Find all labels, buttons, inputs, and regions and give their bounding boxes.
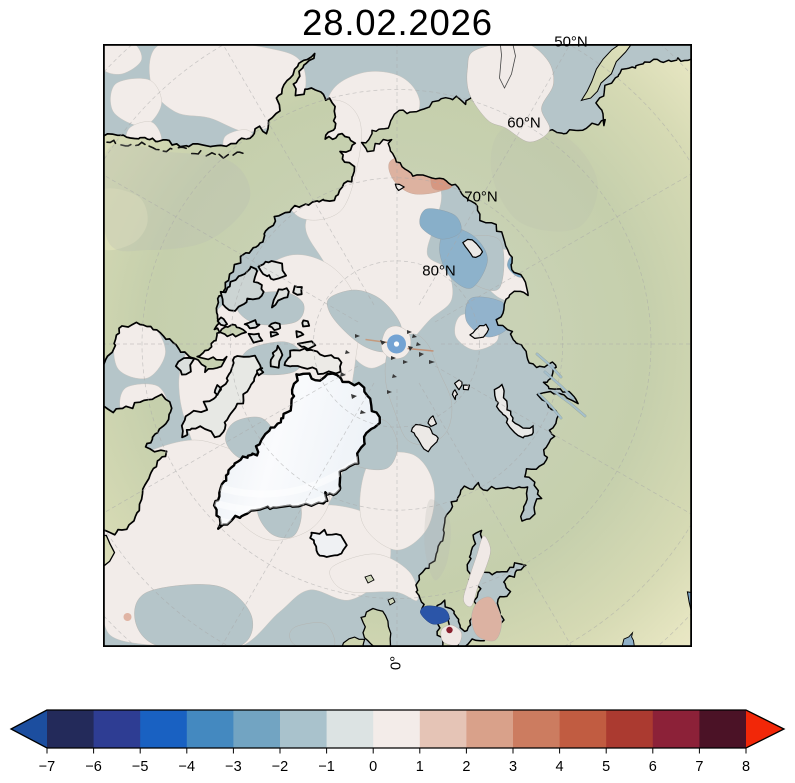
svg-text:−6: −6 xyxy=(85,759,102,775)
svg-text:8: 8 xyxy=(742,759,750,775)
svg-text:−5: −5 xyxy=(132,759,149,775)
svg-text:5: 5 xyxy=(602,759,610,775)
svg-text:6: 6 xyxy=(649,759,657,775)
svg-text:1: 1 xyxy=(416,759,424,775)
svg-text:3: 3 xyxy=(509,759,517,775)
svg-text:−1: −1 xyxy=(318,759,335,775)
svg-text:0: 0 xyxy=(369,759,377,775)
svg-text:4: 4 xyxy=(556,759,564,775)
svg-text:7: 7 xyxy=(695,759,703,775)
svg-text:2: 2 xyxy=(462,759,470,775)
svg-text:−4: −4 xyxy=(179,759,196,775)
svg-text:−3: −3 xyxy=(225,759,242,775)
svg-text:−7: −7 xyxy=(39,759,56,775)
svg-text:−2: −2 xyxy=(272,759,289,775)
